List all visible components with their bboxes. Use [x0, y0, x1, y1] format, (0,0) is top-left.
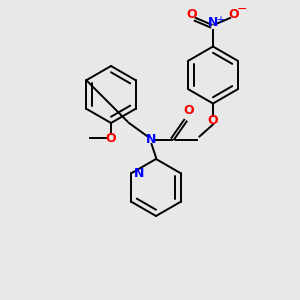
Text: +: +	[216, 15, 224, 26]
Text: N: N	[134, 167, 145, 180]
Text: O: O	[106, 131, 116, 145]
Text: N: N	[146, 133, 157, 146]
Text: N: N	[208, 16, 218, 28]
Text: O: O	[229, 8, 239, 22]
Text: O: O	[184, 104, 194, 117]
Text: −: −	[237, 2, 247, 16]
Text: O: O	[187, 8, 197, 22]
Text: O: O	[208, 113, 218, 127]
